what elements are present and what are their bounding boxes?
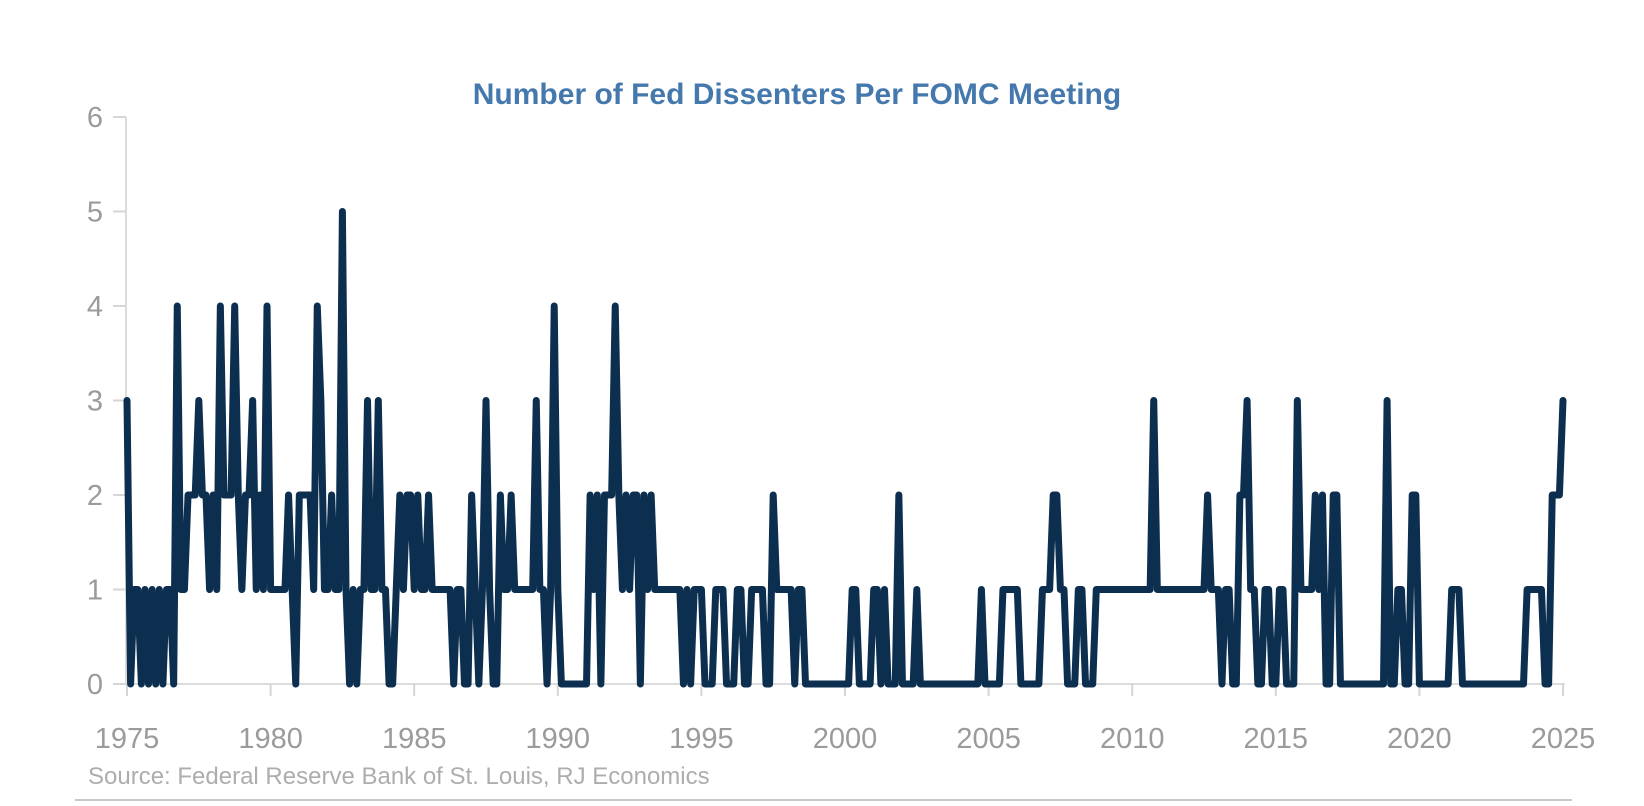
bottom-rule bbox=[75, 799, 1572, 801]
axis-tick-labels: 0 1 2 3 4 5 6 1975 1980 1985 1990 1995 2000 2005 2010 2… bbox=[87, 102, 1595, 755]
y-tick-label: 4 bbox=[87, 291, 103, 323]
y-tick-label: 3 bbox=[87, 386, 103, 418]
chart-title: Number of Fed Dissenters Per FOMC Meetin… bbox=[472, 78, 1122, 111]
x-tick-label: 2010 bbox=[1100, 723, 1165, 755]
source-note: Source: Federal Reserve Bank of St. Loui… bbox=[88, 763, 710, 790]
x-tick-label: 2000 bbox=[813, 723, 878, 755]
x-tick-label: 1995 bbox=[669, 723, 734, 755]
x-tick-label: 2020 bbox=[1387, 723, 1452, 755]
axis-ticks bbox=[113, 116, 1564, 696]
x-tick-label: 2005 bbox=[956, 723, 1021, 755]
x-tick-label: 1975 bbox=[95, 723, 160, 755]
x-tick-label: 1980 bbox=[238, 723, 303, 755]
y-tick-label: 5 bbox=[87, 197, 103, 229]
x-tick-label: 1990 bbox=[526, 723, 591, 755]
x-tick-label: 2025 bbox=[1531, 723, 1596, 755]
x-tick-label: 2015 bbox=[1244, 723, 1309, 755]
y-tick-label: 0 bbox=[87, 669, 103, 701]
dissenters-series-line bbox=[123, 208, 1567, 688]
x-tick-label: 1985 bbox=[382, 723, 447, 755]
y-tick-label: 1 bbox=[87, 575, 103, 607]
y-tick-label: 2 bbox=[87, 480, 103, 512]
y-tick-label: 6 bbox=[87, 102, 103, 134]
